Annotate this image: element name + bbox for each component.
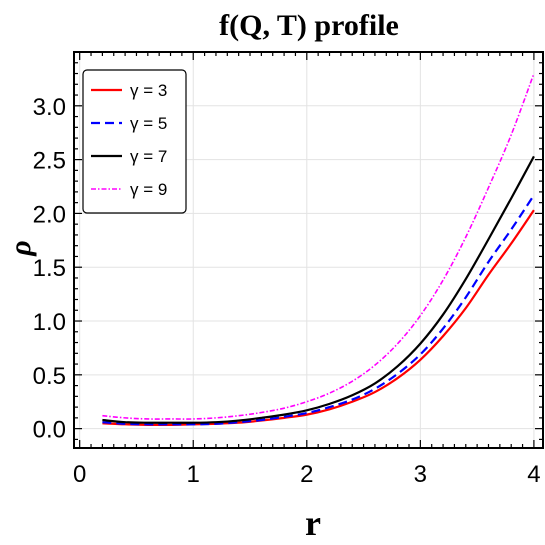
y-tick-label: 3.0 xyxy=(33,94,66,121)
series-lines xyxy=(102,73,535,427)
x-tick-label: 3 xyxy=(414,461,427,488)
x-tick-label: 2 xyxy=(300,461,313,488)
axis-ticks xyxy=(74,52,543,448)
legend-label-4: γ = 9 xyxy=(130,180,167,199)
x-tick-label: 0 xyxy=(73,461,86,488)
y-tick-label: 1.0 xyxy=(33,309,66,336)
x-axis-label: r xyxy=(305,503,321,543)
y-tick-label: 0.5 xyxy=(33,363,66,390)
y-tick-label: 1.5 xyxy=(33,255,66,282)
plot-frame xyxy=(73,51,544,449)
legend: γ = 3 γ = 5 γ = 7 γ = 9 xyxy=(82,69,187,214)
legend-label-3: γ = 7 xyxy=(130,147,167,166)
legend-label-2: γ = 5 xyxy=(130,114,167,133)
legend-label-1: γ = 3 xyxy=(130,81,167,100)
x-tick-label: 1 xyxy=(187,461,200,488)
legend-box xyxy=(82,69,187,214)
y-axis-label: ρ xyxy=(4,240,37,256)
tick-labels: 0 1 2 3 4 0.0 0.5 1.0 1.5 2.0 2.5 3.0 xyxy=(33,94,541,488)
series-line-4 xyxy=(102,73,535,420)
y-tick-label: 2.5 xyxy=(33,148,66,175)
series-line-2 xyxy=(102,194,535,426)
y-tick-label: 0.0 xyxy=(33,417,66,444)
chart-title: f(Q, T) profile xyxy=(219,9,399,42)
x-tick-label: 4 xyxy=(527,461,540,488)
series-line-1 xyxy=(102,209,535,427)
y-tick-label: 2.0 xyxy=(33,201,66,228)
series-line-3 xyxy=(102,155,535,424)
